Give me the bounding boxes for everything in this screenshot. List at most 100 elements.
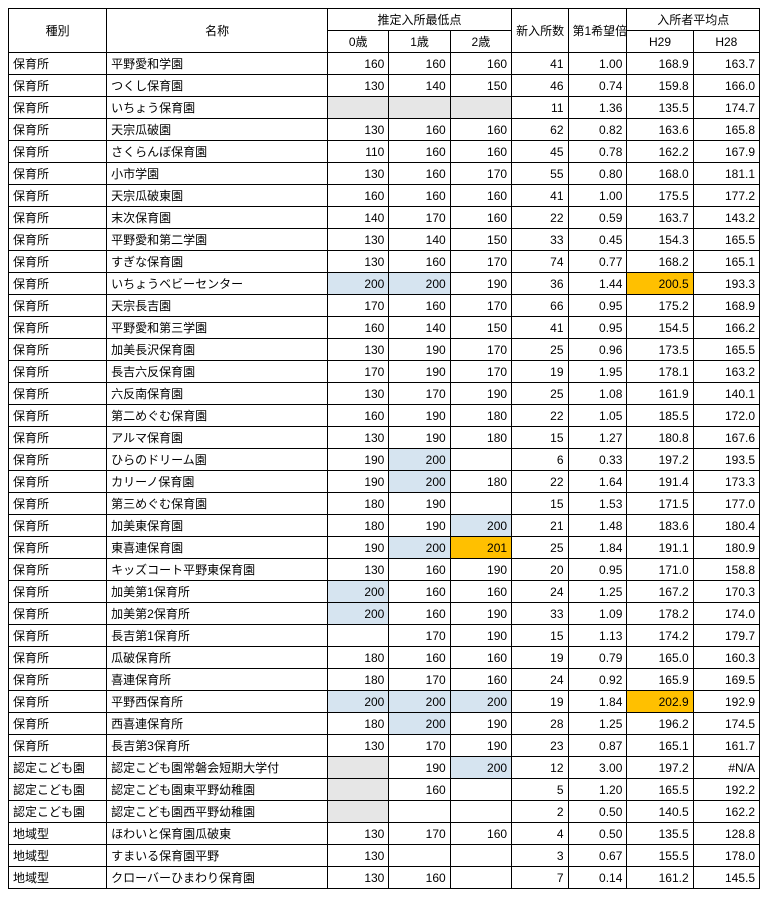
- cell-type: 保育所: [9, 295, 107, 317]
- cell-new: 33: [512, 229, 568, 251]
- cell-ratio: 1.05: [568, 405, 627, 427]
- cell-type: 保育所: [9, 559, 107, 581]
- cell-new: 41: [512, 185, 568, 207]
- cell-name: 天宗長吉園: [107, 295, 328, 317]
- cell-age2: 200: [450, 515, 511, 537]
- header-type: 種別: [9, 9, 107, 53]
- cell-age2: 150: [450, 317, 511, 339]
- cell-new: 21: [512, 515, 568, 537]
- cell-age0: 130: [328, 735, 389, 757]
- cell-name: 東喜連保育園: [107, 537, 328, 559]
- cell-type: 保育所: [9, 625, 107, 647]
- cell-age2: 190: [450, 603, 511, 625]
- cell-age0: [328, 779, 389, 801]
- cell-age1: 160: [389, 53, 450, 75]
- cell-age1: 200: [389, 471, 450, 493]
- cell-type: 保育所: [9, 273, 107, 295]
- cell-age0: 170: [328, 295, 389, 317]
- cell-age2: 160: [450, 141, 511, 163]
- cell-age1: 170: [389, 669, 450, 691]
- cell-h29: 135.5: [627, 823, 693, 845]
- cell-type: 保育所: [9, 75, 107, 97]
- cell-age2: 200: [450, 691, 511, 713]
- cell-age1: 170: [389, 625, 450, 647]
- cell-age1: 200: [389, 713, 450, 735]
- cell-age1: [389, 97, 450, 119]
- cell-h29: 174.2: [627, 625, 693, 647]
- cell-age2: 160: [450, 119, 511, 141]
- cell-age2: [450, 779, 511, 801]
- cell-age0: 180: [328, 515, 389, 537]
- table-row: 保育所第二めぐむ保育園160190180221.05185.5172.0: [9, 405, 760, 427]
- cell-ratio: 3.00: [568, 757, 627, 779]
- cell-ratio: 1.08: [568, 383, 627, 405]
- cell-name: 平野愛和第三学園: [107, 317, 328, 339]
- cell-name: 第三めぐむ保育園: [107, 493, 328, 515]
- cell-h28: 177.2: [693, 185, 759, 207]
- cell-new: 62: [512, 119, 568, 141]
- cell-age1: 160: [389, 119, 450, 141]
- table-row: 認定こども園認定こども園西平野幼稚園20.50140.5162.2: [9, 801, 760, 823]
- cell-age2: 160: [450, 647, 511, 669]
- cell-name: すまいる保育園平野: [107, 845, 328, 867]
- cell-ratio: 1.64: [568, 471, 627, 493]
- cell-age1: 190: [389, 427, 450, 449]
- cell-name: 六反南保育園: [107, 383, 328, 405]
- cell-h29: 162.2: [627, 141, 693, 163]
- cell-h29: 155.5: [627, 845, 693, 867]
- cell-age2: 160: [450, 669, 511, 691]
- table-row: 保育所つくし保育園130140150460.74159.8166.0: [9, 75, 760, 97]
- cell-name: さくらんぼ保育園: [107, 141, 328, 163]
- cell-type: 保育所: [9, 735, 107, 757]
- table-row: 保育所末次保育園140170160220.59163.7143.2: [9, 207, 760, 229]
- cell-new: 25: [512, 383, 568, 405]
- cell-age0: 110: [328, 141, 389, 163]
- cell-age0: 180: [328, 669, 389, 691]
- cell-h28: 160.3: [693, 647, 759, 669]
- cell-type: 保育所: [9, 229, 107, 251]
- cell-age2: 160: [450, 207, 511, 229]
- cell-new: 24: [512, 669, 568, 691]
- cell-name: いちょう保育園: [107, 97, 328, 119]
- cell-age2: 160: [450, 581, 511, 603]
- cell-age1: 170: [389, 383, 450, 405]
- cell-ratio: 1.25: [568, 713, 627, 735]
- cell-name: つくし保育園: [107, 75, 328, 97]
- cell-ratio: 0.50: [568, 801, 627, 823]
- table-row: 保育所東喜連保育園190200201251.84191.1180.9: [9, 537, 760, 559]
- cell-age2: 160: [450, 823, 511, 845]
- cell-age0: 190: [328, 471, 389, 493]
- cell-h28: 163.2: [693, 361, 759, 383]
- cell-name: 認定こども園西平野幼稚園: [107, 801, 328, 823]
- cell-type: 保育所: [9, 471, 107, 493]
- header-name: 名称: [107, 9, 328, 53]
- cell-age2: 190: [450, 625, 511, 647]
- cell-name: 長吉第3保育所: [107, 735, 328, 757]
- cell-name: 第二めぐむ保育園: [107, 405, 328, 427]
- cell-age1: 190: [389, 515, 450, 537]
- cell-age0: 130: [328, 163, 389, 185]
- cell-new: 33: [512, 603, 568, 625]
- cell-type: 保育所: [9, 361, 107, 383]
- cell-age2: 190: [450, 735, 511, 757]
- cell-h29: 161.9: [627, 383, 693, 405]
- cell-h28: 166.2: [693, 317, 759, 339]
- cell-h28: 168.9: [693, 295, 759, 317]
- cell-age1: 140: [389, 75, 450, 97]
- cell-h28: 181.1: [693, 163, 759, 185]
- cell-age0: 160: [328, 185, 389, 207]
- cell-h28: 174.0: [693, 603, 759, 625]
- cell-ratio: 0.95: [568, 295, 627, 317]
- cell-ratio: 0.74: [568, 75, 627, 97]
- cell-age2: 160: [450, 185, 511, 207]
- cell-new: 23: [512, 735, 568, 757]
- cell-type: 保育所: [9, 515, 107, 537]
- cell-name: ひらのドリーム園: [107, 449, 328, 471]
- cell-ratio: 0.95: [568, 559, 627, 581]
- cell-age0: 180: [328, 713, 389, 735]
- cell-new: 11: [512, 97, 568, 119]
- table-row: 保育所長吉第3保育所130170190230.87165.1161.7: [9, 735, 760, 757]
- cell-h28: 165.5: [693, 339, 759, 361]
- cell-name: クローバーひまわり保育園: [107, 867, 328, 889]
- cell-h29: 197.2: [627, 449, 693, 471]
